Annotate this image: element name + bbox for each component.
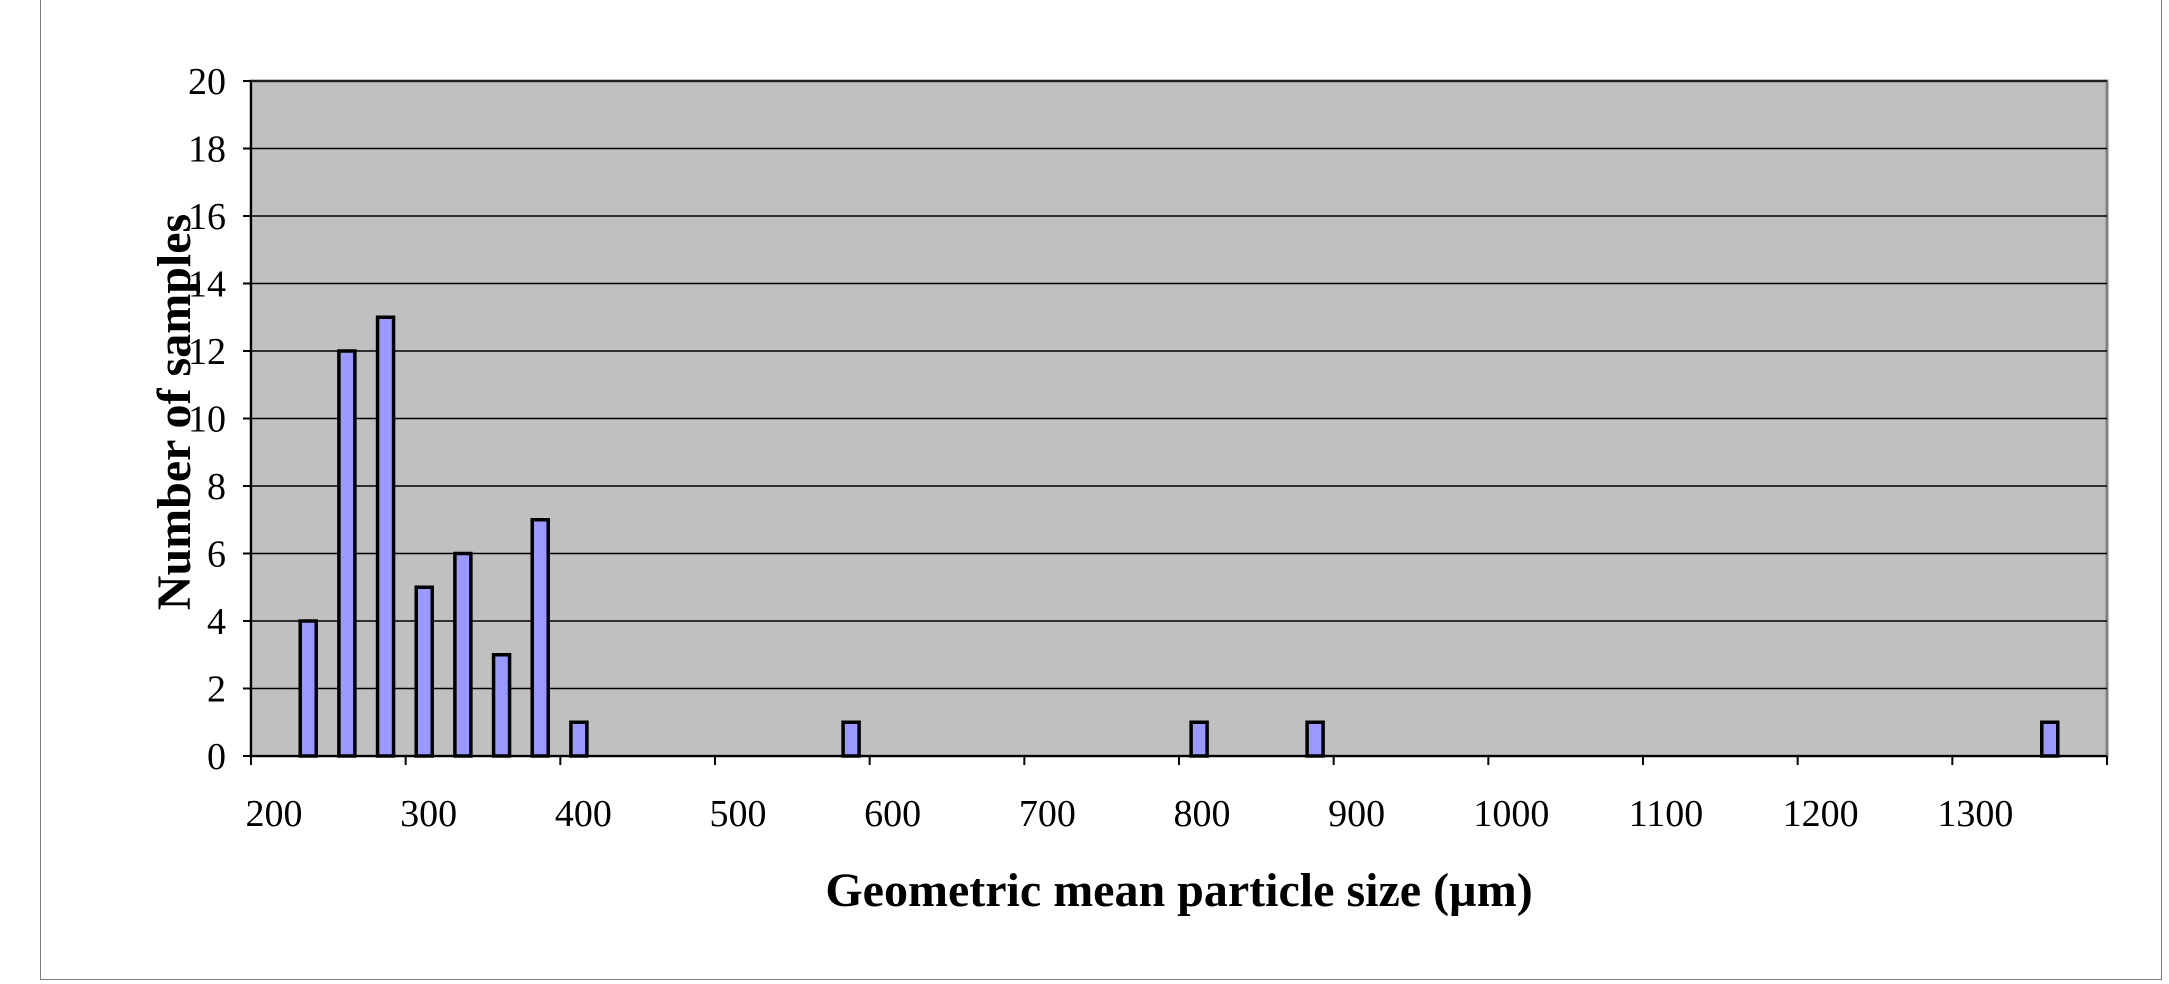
x-tick-label: 1000 [1473,793,1549,835]
y-tick-label: 12 [188,331,226,373]
y-axis-title: Number of samples [148,214,201,610]
bars [298,315,2060,758]
x-tick-label: 700 [1019,793,1076,835]
y-tick-label: 14 [188,264,226,306]
x-tick-label: 400 [555,793,612,835]
bar [1305,720,1325,758]
bar [491,653,512,758]
gridlines [251,80,2107,690]
y-tick-label: 18 [188,129,226,171]
x-tick-labels: 200 300 400 500 600 700 800 900 1000 1100 1200 1300 [246,793,2014,835]
chart-frame: 200 300 400 500 600 700 800 900 1000 1100 1200 1300… [40,0,2162,980]
bar [1189,720,1209,758]
y-tick-label: 2 [207,669,226,711]
y-tick-label: 4 [207,601,226,643]
x-tick-label: 300 [400,793,457,835]
y-tick-label: 8 [207,466,226,508]
y-tick-label: 16 [188,196,226,238]
x-tick-label: 800 [1174,793,1231,835]
y-tick-labels: 0 2 4 6 8 10 12 14 16 18 20 [188,61,226,778]
bar [569,720,589,758]
bar [530,518,550,758]
y-tick-label: 10 [188,399,226,441]
bar [2040,720,2060,758]
x-tick-label: 1100 [1629,793,1704,835]
bar [414,585,434,758]
bar [841,720,861,758]
y-tick-label: 0 [207,736,226,778]
bar [453,551,473,758]
x-tick-label: 600 [864,793,921,835]
axes [243,80,2108,765]
histogram-chart: 200 300 400 500 600 700 800 900 1000 1100 1200 1300… [148,61,2109,917]
bar [375,315,396,758]
y-tick-label: 20 [188,61,226,103]
x-axis-title: Geometric mean particle size (µm) [825,864,1532,917]
x-tick-label: 200 [246,793,303,835]
x-tick-label: 900 [1328,793,1385,835]
bar [337,349,357,758]
y-tick-label: 6 [207,534,226,576]
x-tick-label: 1300 [1937,793,2013,835]
x-tick-label: 500 [710,793,767,835]
bar [298,619,318,758]
x-tick-label: 1200 [1783,793,1859,835]
